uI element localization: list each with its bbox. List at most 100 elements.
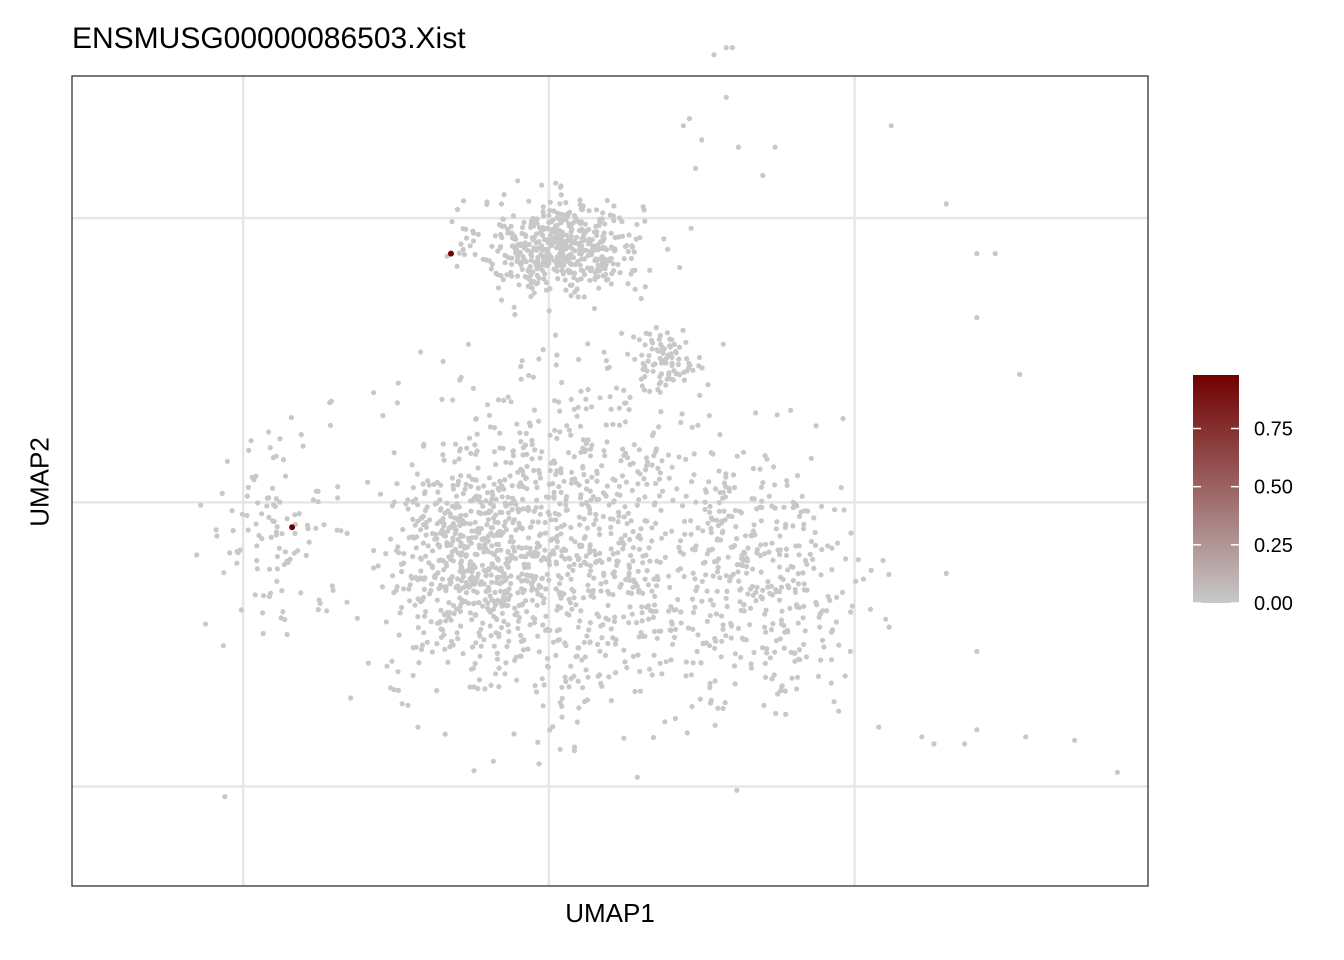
cell-point xyxy=(732,681,738,687)
cell-point xyxy=(723,595,729,601)
cell-point xyxy=(772,482,778,488)
cell-point xyxy=(480,620,486,626)
cell-point xyxy=(521,219,527,225)
cell-point xyxy=(559,263,565,269)
cell-point xyxy=(493,461,499,468)
cell-point xyxy=(753,589,759,596)
cell-point xyxy=(631,442,638,448)
cell-point xyxy=(738,510,745,516)
cell-point xyxy=(506,629,512,635)
cell-point xyxy=(495,285,501,291)
cell-point xyxy=(840,416,846,422)
cell-point xyxy=(669,621,675,627)
cell-point xyxy=(634,221,640,228)
cell-point xyxy=(601,572,607,578)
cell-point xyxy=(494,650,500,657)
cell-point xyxy=(287,556,293,562)
cell-point xyxy=(647,267,653,273)
cell-point xyxy=(617,270,623,276)
cell-point xyxy=(608,626,614,632)
cell-point xyxy=(582,654,588,660)
cell-point xyxy=(772,505,778,511)
cell-point xyxy=(274,566,280,572)
cell-point xyxy=(554,544,560,550)
cell-point xyxy=(554,607,560,613)
cell-point xyxy=(220,643,226,649)
cell-point xyxy=(442,731,448,737)
cell-point xyxy=(628,518,634,524)
cell-point xyxy=(577,262,583,268)
cell-point xyxy=(640,553,646,559)
cell-point xyxy=(476,599,482,606)
cell-point xyxy=(717,575,723,581)
cell-point xyxy=(723,94,729,100)
cell-point xyxy=(802,628,808,634)
cell-point xyxy=(658,409,664,415)
cell-point xyxy=(496,487,502,493)
cell-point xyxy=(794,602,800,608)
cell-point xyxy=(598,588,604,594)
cell-point xyxy=(264,503,270,509)
cell-point xyxy=(473,477,479,483)
cell-point xyxy=(442,646,448,652)
cell-point xyxy=(581,559,588,565)
cell-point xyxy=(234,560,240,566)
cell-point xyxy=(707,503,713,510)
cell-point xyxy=(453,493,460,499)
cell-point xyxy=(656,493,663,499)
cell-point xyxy=(722,517,728,523)
cell-point xyxy=(568,480,575,486)
cell-point xyxy=(600,233,606,240)
cell-point xyxy=(417,555,424,561)
cell-point xyxy=(636,546,643,552)
cell-point xyxy=(410,645,416,651)
cell-point xyxy=(516,282,522,288)
cell-point xyxy=(426,560,432,566)
cell-point xyxy=(974,727,980,733)
cell-point xyxy=(484,402,491,408)
cell-point xyxy=(315,607,321,613)
cell-point xyxy=(279,588,285,594)
cell-point xyxy=(512,311,518,318)
cell-point xyxy=(510,539,516,545)
cell-point xyxy=(415,577,421,583)
cell-point xyxy=(498,201,504,207)
cell-point xyxy=(625,281,631,287)
cell-point xyxy=(538,531,544,537)
cell-point xyxy=(833,619,840,625)
cell-point xyxy=(370,565,377,571)
cell-point xyxy=(596,285,602,291)
cell-point xyxy=(453,606,459,612)
cell-point xyxy=(635,469,641,475)
cell-point xyxy=(693,499,699,505)
cell-point xyxy=(568,293,574,299)
cell-point xyxy=(260,630,266,637)
cell-point xyxy=(677,372,683,378)
cell-point xyxy=(459,550,465,556)
cell-point xyxy=(649,462,655,468)
cell-point xyxy=(696,354,703,361)
cell-point xyxy=(454,206,461,213)
cell-point xyxy=(867,606,874,612)
cell-point xyxy=(463,512,469,518)
cell-point xyxy=(547,727,553,733)
cell-point xyxy=(611,217,617,224)
cell-point xyxy=(488,572,494,578)
cell-point xyxy=(540,226,547,232)
cell-point xyxy=(713,611,720,617)
cell-point xyxy=(450,602,456,608)
cell-point xyxy=(612,670,619,676)
cell-point xyxy=(931,741,937,747)
cell-point xyxy=(710,573,716,579)
cell-point xyxy=(411,535,417,541)
cell-point xyxy=(542,530,549,536)
cell-point xyxy=(801,603,807,609)
cell-point xyxy=(584,228,590,234)
cell-point xyxy=(568,261,574,267)
cell-point xyxy=(796,647,803,653)
cell-point xyxy=(639,383,645,389)
cell-point xyxy=(480,544,486,550)
cell-point xyxy=(636,447,643,453)
cell-point xyxy=(391,499,397,505)
